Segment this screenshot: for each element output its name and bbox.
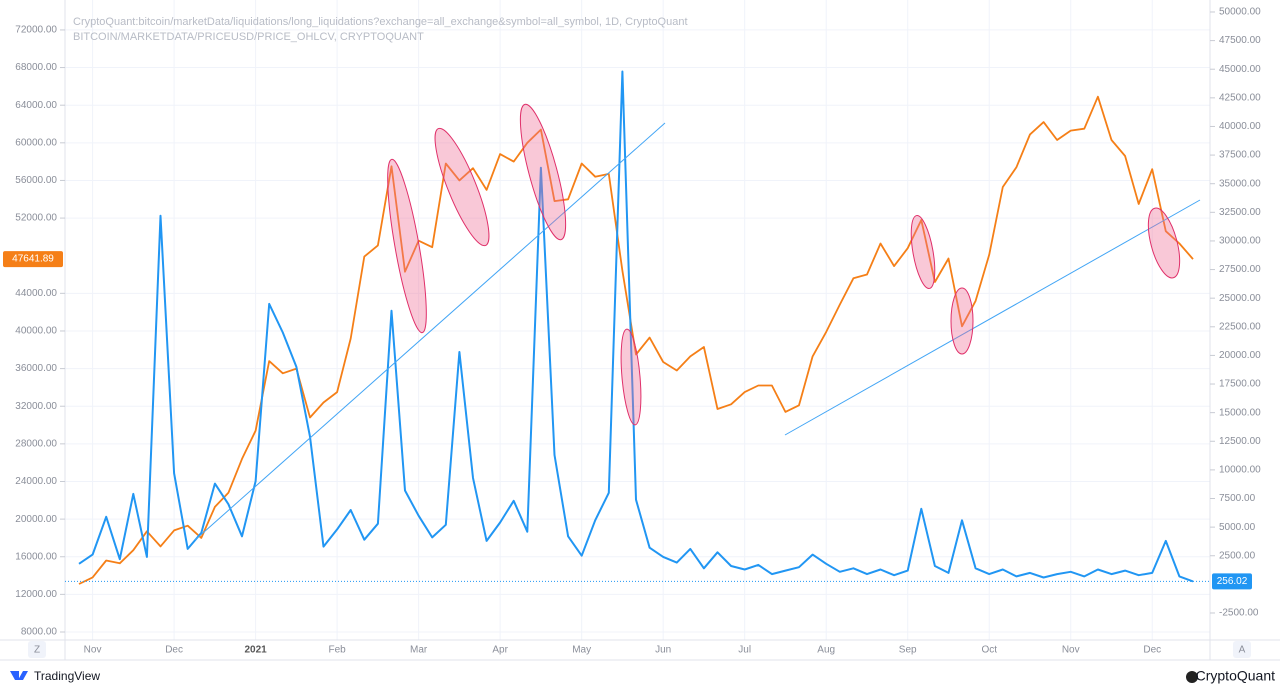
y-tick-label: 40000.00: [15, 326, 57, 337]
y2-tick-label: 22500.00: [1219, 321, 1261, 332]
y-tick-label: 24000.00: [15, 476, 57, 487]
highlight-ellipse: [387, 158, 427, 334]
last-value-box: [3, 251, 63, 268]
series-title: BITCOIN/MARKETDATA/PRICEUSD/PRICE_OHLCV,…: [73, 31, 424, 43]
y-tick-label: 68000.00: [15, 62, 57, 73]
y-tick-label: 28000.00: [15, 438, 57, 449]
series-line: [78, 95, 1194, 585]
x-tick-label: Nov: [84, 645, 102, 656]
y-tick-label: 20000.00: [15, 514, 57, 525]
scale-button-label[interactable]: Z: [34, 645, 40, 656]
y2-tick-label: 40000.00: [1219, 121, 1261, 132]
x-tick-label: Dec: [165, 645, 183, 656]
x-tick-label: May: [572, 645, 591, 656]
y2-tick-label: 15000.00: [1219, 407, 1261, 418]
y2-tick-label: 42500.00: [1219, 92, 1261, 103]
plot: [65, 70, 1210, 585]
scale-button[interactable]: [1233, 641, 1251, 658]
x-tick-label: Sep: [899, 645, 917, 656]
cryptoquant-logo: [1186, 671, 1198, 683]
y2-tick-label: 32500.00: [1219, 207, 1261, 218]
x-tick-label: 2021: [244, 645, 267, 656]
highlight-ellipse: [950, 287, 974, 355]
x-tick-label: Aug: [817, 645, 835, 656]
y-tick-label: 64000.00: [15, 100, 57, 111]
y2-tick-label: 7500.00: [1219, 493, 1256, 504]
y-tick-label: 44000.00: [15, 288, 57, 299]
y2-tick-label: 25000.00: [1219, 293, 1261, 304]
last-value-label: 256.02: [1217, 576, 1248, 587]
y-tick-label: 72000.00: [15, 25, 57, 36]
y2-tick-label: 45000.00: [1219, 64, 1261, 75]
x-tick-label: Feb: [329, 645, 347, 656]
y2-tick-label: 17500.00: [1219, 379, 1261, 390]
x-tick-label: Dec: [1143, 645, 1161, 656]
y2-tick-label: 47500.00: [1219, 35, 1261, 46]
trend-line: [784, 199, 1201, 436]
grid: [65, 0, 1210, 640]
x-tick-label: Oct: [981, 645, 997, 656]
highlight-ellipse: [1147, 207, 1181, 279]
y-tick-label: 16000.00: [15, 551, 57, 562]
trend-line: [194, 122, 666, 541]
y-tick-label: 8000.00: [21, 627, 58, 638]
x-tick-label: Mar: [410, 645, 428, 656]
footer-brand: TradingView: [34, 669, 100, 683]
series-title: CryptoQuant:bitcoin/marketData/liquidati…: [73, 16, 688, 28]
x-tick-label: Nov: [1062, 645, 1080, 656]
y2-tick-label: 5000.00: [1219, 522, 1256, 533]
y2-tick-label: 50000.00: [1219, 7, 1261, 18]
last-value-label: 47641.89: [12, 254, 54, 265]
y2-tick-label: 30000.00: [1219, 236, 1261, 247]
y2-tick-label: 2500.00: [1219, 550, 1256, 561]
annotations: [194, 103, 1201, 541]
y-tick-label: 52000.00: [15, 213, 57, 224]
highlight-ellipse: [620, 328, 642, 426]
y2-tick-label: 37500.00: [1219, 150, 1261, 161]
highlight-ellipse: [519, 103, 567, 241]
y2-tick-label: -2500.00: [1219, 608, 1259, 619]
y-tick-label: 36000.00: [15, 363, 57, 374]
last-value-box: [1212, 573, 1252, 590]
y2-tick-label: 12500.00: [1219, 436, 1261, 447]
y-tick-label: 12000.00: [15, 589, 57, 600]
y2-tick-label: 27500.00: [1219, 264, 1261, 275]
x-tick-label: Jun: [655, 645, 671, 656]
scale-button-label[interactable]: A: [1239, 645, 1246, 656]
y2-tick-label: 20000.00: [1219, 350, 1261, 361]
y-tick-label: 56000.00: [15, 175, 57, 186]
x-tick-label: Jul: [738, 645, 751, 656]
y-tick-label: 32000.00: [15, 401, 57, 412]
scale-button[interactable]: [28, 641, 46, 658]
highlight-ellipse: [910, 215, 936, 289]
footer-brand: CryptoQuant: [1196, 668, 1275, 684]
highlight-ellipse: [434, 127, 490, 247]
y-tick-label: 60000.00: [15, 137, 57, 148]
y2-tick-label: 10000.00: [1219, 465, 1261, 476]
y2-tick-label: 35000.00: [1219, 178, 1261, 189]
tradingview-logo: [10, 671, 28, 680]
series-line: [78, 70, 1194, 583]
x-tick-label: Apr: [492, 645, 508, 656]
